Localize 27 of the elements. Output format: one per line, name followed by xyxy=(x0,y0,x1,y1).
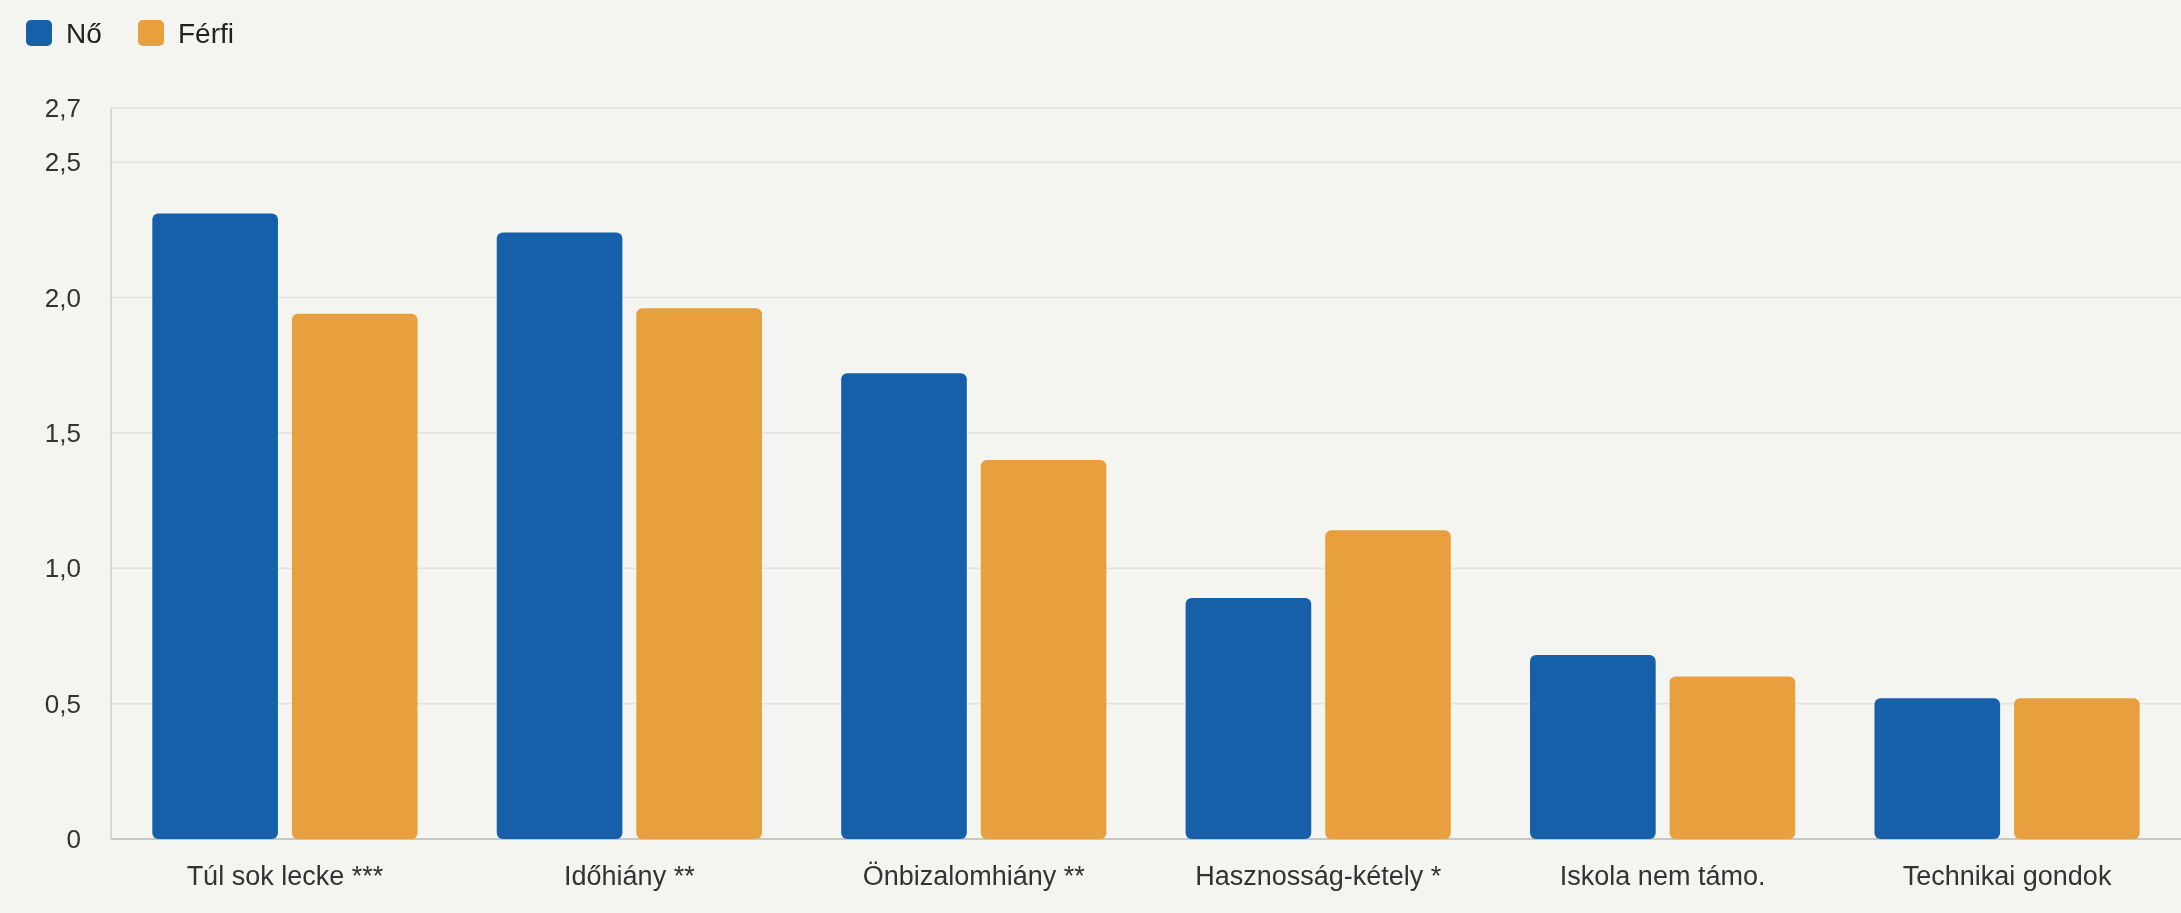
bar xyxy=(291,313,418,839)
y-tick-label: 2,7 xyxy=(44,93,81,124)
bar xyxy=(152,213,278,839)
y-tick-label: 1,0 xyxy=(44,553,81,584)
x-tick-label: Hasznosság-kétely * xyxy=(1195,861,1442,891)
x-tick-label: Túl sok lecke *** xyxy=(186,861,384,891)
legend-label: Nő xyxy=(66,17,102,49)
bar xyxy=(496,232,623,839)
bar xyxy=(980,459,1107,839)
y-tick-label: 2,0 xyxy=(44,282,81,313)
bar xyxy=(841,373,967,839)
bar xyxy=(2014,698,2140,839)
y-tick-label: 1,5 xyxy=(44,417,81,448)
x-tick-label: Technikai gondok xyxy=(1902,861,2112,891)
y-tick-label: 0 xyxy=(66,824,81,855)
y-tick-label: 0,5 xyxy=(44,688,81,719)
x-tick-label: Önbizalomhiány ** xyxy=(862,861,1086,891)
bar xyxy=(1325,530,1451,839)
bar xyxy=(636,308,762,839)
bar xyxy=(1185,598,1312,839)
bar xyxy=(1874,698,2001,839)
bar xyxy=(1530,654,1656,839)
y-tick-label: 2,5 xyxy=(44,147,81,178)
legend-label: Férfi xyxy=(178,17,234,49)
bar xyxy=(1669,676,1796,839)
x-tick-label: Időhiány ** xyxy=(564,861,696,891)
x-tick-label: Iskola nem támo. xyxy=(1559,861,1766,891)
